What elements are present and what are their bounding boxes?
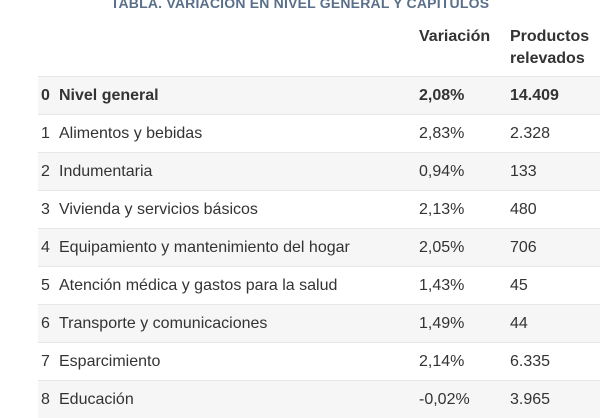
row-number: 1 xyxy=(38,115,59,153)
row-name: Esparcimiento xyxy=(59,343,419,381)
row-variacion: 2,08% xyxy=(419,77,510,115)
row-variacion: 0,94% xyxy=(419,153,510,191)
row-productos: 706 xyxy=(510,229,600,267)
table-row-nivel-general: 0 Nivel general 2,08% 14.409 xyxy=(38,77,600,115)
row-productos: 480 xyxy=(510,191,600,229)
row-variacion: 2,05% xyxy=(419,229,510,267)
row-variacion: 2,13% xyxy=(419,191,510,229)
table-header-row: Variación Productos relevados xyxy=(38,22,600,77)
row-name: Alimentos y bebidas xyxy=(59,115,419,153)
table-row: 6 Transporte y comunicaciones 1,49% 44 xyxy=(38,305,600,343)
row-name: Indumentaria xyxy=(59,153,419,191)
row-number: 5 xyxy=(38,267,59,305)
row-variacion: 1,43% xyxy=(419,267,510,305)
row-productos: 133 xyxy=(510,153,600,191)
row-name: Educación xyxy=(59,381,419,418)
header-productos: Productos relevados xyxy=(510,22,600,77)
row-number: 3 xyxy=(38,191,59,229)
row-number: 2 xyxy=(38,153,59,191)
row-name: Nivel general xyxy=(59,77,419,115)
row-variacion: 2,14% xyxy=(419,343,510,381)
capitulos-table: Variación Productos relevados 0 Nivel ge… xyxy=(38,22,600,418)
table-row: 1 Alimentos y bebidas 2,83% 2.328 xyxy=(38,115,600,153)
row-name: Equipamiento y mantenimiento del hogar xyxy=(59,229,419,267)
row-number: 7 xyxy=(38,343,59,381)
table-row: 7 Esparcimiento 2,14% 6.335 xyxy=(38,343,600,381)
table-row: 3 Vivienda y servicios básicos 2,13% 480 xyxy=(38,191,600,229)
table-row: 5 Atención médica y gastos para la salud… xyxy=(38,267,600,305)
header-variacion: Variación xyxy=(419,22,510,77)
row-variacion: 2,83% xyxy=(419,115,510,153)
row-productos: 6.335 xyxy=(510,343,600,381)
row-productos: 2.328 xyxy=(510,115,600,153)
row-number: 0 xyxy=(38,77,59,115)
table-title: TABLA. VARIACION EN NIVEL GENERAL Y CAPI… xyxy=(0,0,600,11)
table-row: 4 Equipamiento y mantenimiento del hogar… xyxy=(38,229,600,267)
row-number: 6 xyxy=(38,305,59,343)
row-number: 4 xyxy=(38,229,59,267)
row-productos: 14.409 xyxy=(510,77,600,115)
header-blank xyxy=(38,22,419,77)
row-name: Atención médica y gastos para la salud xyxy=(59,267,419,305)
row-name: Vivienda y servicios básicos xyxy=(59,191,419,229)
table-row: 2 Indumentaria 0,94% 133 xyxy=(38,153,600,191)
table-row: 8 Educación -0,02% 3.965 xyxy=(38,381,600,418)
row-number: 8 xyxy=(38,381,59,418)
row-name: Transporte y comunicaciones xyxy=(59,305,419,343)
row-productos: 3.965 xyxy=(510,381,600,418)
row-productos: 44 xyxy=(510,305,600,343)
row-productos: 45 xyxy=(510,267,600,305)
row-variacion: 1,49% xyxy=(419,305,510,343)
row-variacion: -0,02% xyxy=(419,381,510,418)
